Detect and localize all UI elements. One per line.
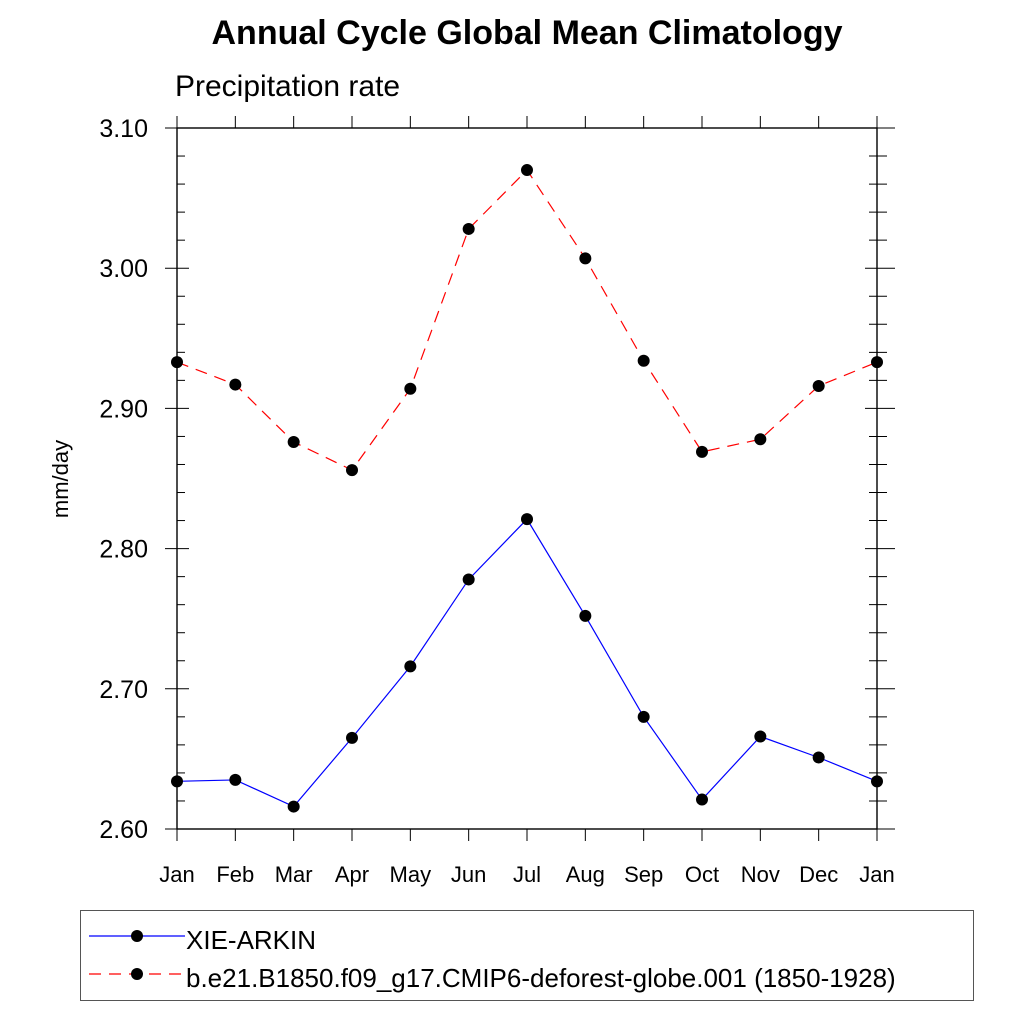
series-0-point-9 [696,793,708,806]
y-tick-label: 3.00 [99,255,148,283]
series-0-point-12 [871,775,883,788]
series-0-point-7 [579,609,592,622]
series-1-point-8 [637,354,650,367]
series-1-point-7 [579,252,592,265]
legend-item-model: b.e21.B1850.f09_g17.CMIP6-deforest-globe… [81,959,973,997]
legend-marker-xie-arkin [131,930,143,942]
series-0-point-4 [404,660,417,673]
series-0-point-2 [287,800,300,813]
series-1-point-1 [229,378,242,391]
series-0-point-6 [521,513,533,526]
y-axis-label: mm/day [48,440,73,518]
y-tick-label: 2.60 [99,816,148,844]
x-tick-label: Feb [216,862,254,887]
legend-sample-model [89,968,185,980]
chart-subtitle: Precipitation rate [175,70,401,103]
x-tick-labels: Jan Feb Mar Apr May Jun Jul Aug Sep Oct Nov Dec Jan [159,862,894,887]
legend-label-model: b.e21.B1850.f09_g17.CMIP6-deforest-globe… [186,963,896,993]
y-tick-label: 2.80 [99,536,148,564]
series-0-point-10 [754,730,767,743]
series-1-point-11 [812,379,825,392]
series-1-point-10 [754,433,767,446]
chart-title: Annual Cycle Global Mean Climatology [211,14,843,52]
series-1-point-9 [696,445,708,458]
series-0-point-8 [637,710,650,723]
x-tick-label: Jun [451,862,486,887]
legend-marker-model [131,968,143,980]
x-tick-label: Nov [741,862,780,887]
x-tick-label: Dec [799,862,838,887]
x-tick-label: Oct [685,862,719,887]
series-0-point-11 [812,751,825,764]
series-0-point-3 [346,731,358,744]
series-0-point-5 [462,573,475,586]
series-0-point-0 [171,775,183,788]
series-0-point-1 [229,773,242,786]
x-tick-label: Jan [859,862,894,887]
series-1-point-5 [462,222,475,235]
x-tick-label: Jul [513,862,541,887]
legend-item-xie-arkin: XIE-ARKIN [81,921,973,959]
x-tick-label: May [390,862,432,887]
x-tick-label: Sep [624,862,663,887]
axis-ticks [165,116,895,841]
series-1-point-6 [521,164,533,177]
plot-frame [176,127,878,830]
x-tick-label: Mar [275,862,313,887]
legend-sample-xie-arkin [89,930,185,942]
series-1-point-12 [871,356,883,369]
legend: XIE-ARKIN b.e21.B1850.f09_g17.CMIP6-defo… [80,910,974,1001]
series-1-point-3 [346,464,358,477]
y-tick-label: 2.70 [99,676,148,704]
series-1-point-0 [171,356,183,369]
legend-label-xie-arkin: XIE-ARKIN [186,925,317,955]
x-tick-label: Apr [335,862,369,887]
x-tick-label: Aug [566,862,605,887]
y-tick-label: 3.10 [99,115,148,143]
y-tick-labels: 2.60 2.70 2.80 2.90 3.00 3.10 [99,115,148,844]
series-line-0 [176,518,878,808]
series-line-1 [176,169,878,471]
y-tick-label: 2.90 [99,395,148,423]
x-tick-label: Jan [159,862,194,887]
series-1-point-2 [287,436,300,449]
series-layer [171,164,883,813]
series-1-point-4 [404,382,417,395]
